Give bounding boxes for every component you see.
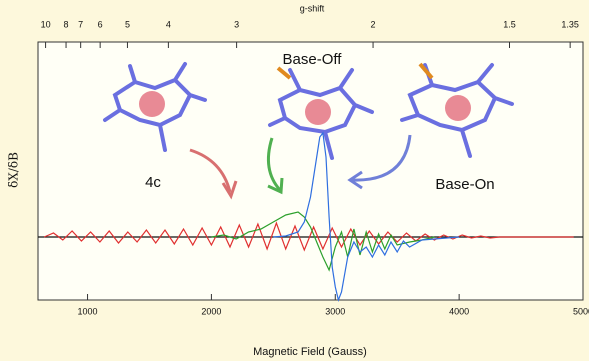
x2-tick-label: 4 xyxy=(166,19,171,29)
molecules xyxy=(103,62,514,160)
x2-tick-label: 3 xyxy=(234,19,239,29)
metal-atom xyxy=(445,95,471,121)
arrow-blue xyxy=(351,134,412,182)
annotation: Base-On xyxy=(435,176,494,193)
x2-tick-label: 1.35 xyxy=(561,19,579,29)
x2-tick-label: 6 xyxy=(98,19,103,29)
series-line xyxy=(273,131,460,303)
metal-atom xyxy=(305,99,331,125)
x-axis-label: Magnetic Field (Gauss) xyxy=(253,346,367,358)
annotation: 4c xyxy=(145,174,161,191)
series-line xyxy=(43,221,574,252)
x2-tick-label: 8 xyxy=(64,19,69,29)
arrow-head xyxy=(267,177,284,195)
x2-tick-label: 7 xyxy=(78,19,83,29)
arrow-red xyxy=(189,148,232,193)
x2-axis-label: g-shift xyxy=(300,3,325,13)
metal-atom xyxy=(139,91,165,117)
x-tick-label: 3000 xyxy=(325,306,345,316)
x2-tick-label: 10 xyxy=(41,19,51,29)
arrow-head xyxy=(347,170,363,190)
plot-area xyxy=(37,41,584,301)
x2-tick-label: 5 xyxy=(125,19,130,29)
annotation: Base-Off xyxy=(283,51,343,68)
x-tick-label: 5000 xyxy=(573,306,589,316)
x2-tick-label: 1.5 xyxy=(503,19,516,29)
y-axis-label: δX/δB xyxy=(7,152,21,188)
arrow-head xyxy=(221,180,238,200)
x2-tick-label: 2 xyxy=(371,19,376,29)
x-tick-label: 2000 xyxy=(201,306,221,316)
molecule-base-off xyxy=(268,68,374,160)
phosphate xyxy=(276,62,434,80)
x-tick-label: 1000 xyxy=(78,306,98,316)
series-line xyxy=(211,211,435,272)
x-tick-label: 4000 xyxy=(449,306,469,316)
arrow-green xyxy=(266,137,282,192)
molecule-4c xyxy=(103,62,207,152)
